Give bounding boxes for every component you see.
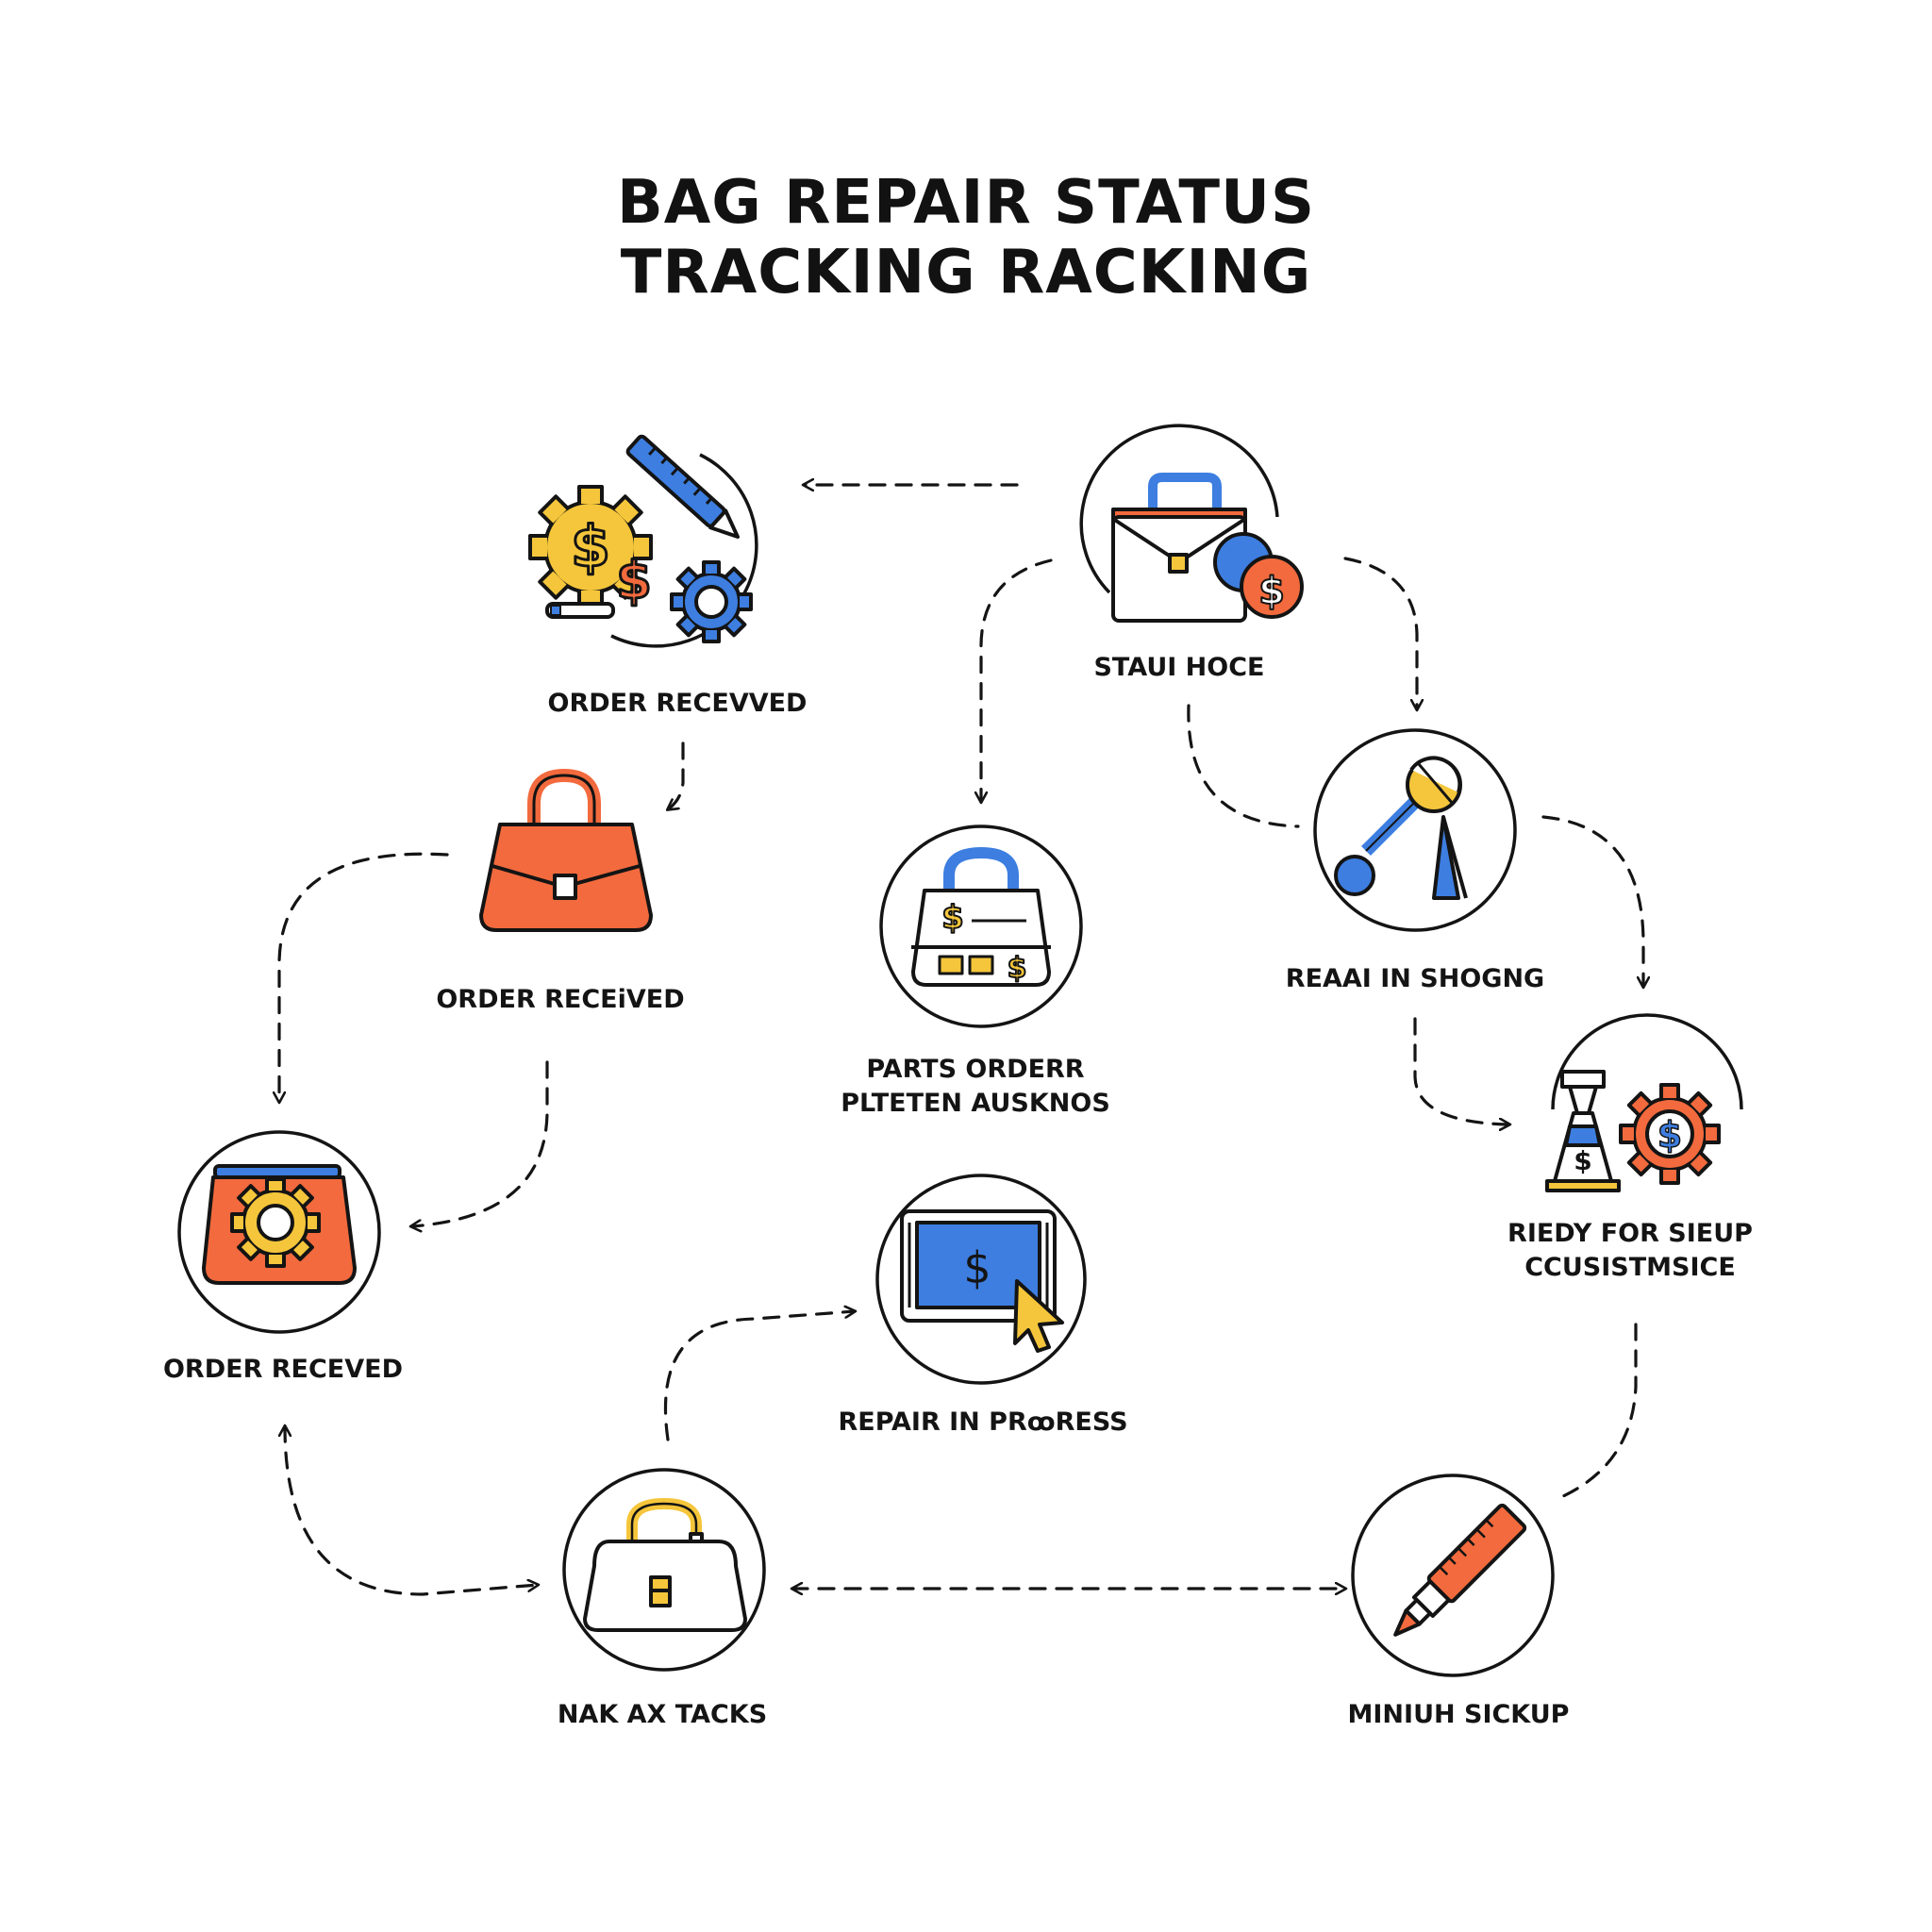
node-ring xyxy=(875,1174,1087,1385)
node-label-screen-dollar: REPAIR IN PRꝏRESS xyxy=(700,1406,1266,1440)
briefcase-coin-icon: $ xyxy=(1111,473,1304,623)
connector-handbag-to-gearbag xyxy=(279,852,449,1102)
label-line: ORDER RECEVED xyxy=(162,1355,404,1384)
orange-handbag-icon xyxy=(479,769,653,932)
node-key-magnifier xyxy=(1313,728,1517,932)
cone-gear-dollar-icon: $ $ xyxy=(1545,1070,1721,1192)
svg-text:$: $ xyxy=(1574,1145,1591,1176)
node-label-gear-bag: ORDER RECEVED xyxy=(0,1353,566,1387)
connector-label-to-keytag xyxy=(1187,704,1300,828)
glue-tube-icon xyxy=(1393,1503,1527,1637)
node-cone-gear: $ $ xyxy=(1545,1013,1743,1192)
connector-gearbag-to-whitebag xyxy=(285,1426,538,1596)
node-label-orange-handbag: ORDER RECEiVED xyxy=(277,983,843,1017)
label-line: REPAIR IN PRꝏRESS xyxy=(838,1407,1128,1437)
node-ring xyxy=(562,1468,766,1672)
node-orange-handbag xyxy=(479,769,653,932)
node-briefcase-coin: $ xyxy=(1079,424,1304,623)
label-line: ORDER RECEiVED xyxy=(436,985,685,1014)
node-screen-dollar: $ xyxy=(875,1174,1087,1385)
node-white-handbag xyxy=(562,1468,766,1672)
node-ring xyxy=(879,824,1083,1028)
node-label-briefcase-coin: STAUI HOCE xyxy=(896,651,1462,685)
connector-briefcase-to-register xyxy=(981,558,1053,802)
svg-text:$: $ xyxy=(1258,570,1285,613)
svg-text:$: $ xyxy=(941,899,964,937)
svg-text:$: $ xyxy=(571,514,610,580)
svg-text:$: $ xyxy=(1657,1114,1682,1156)
node-ring xyxy=(1079,424,1279,594)
key-tag-icon xyxy=(1334,756,1468,900)
label-line: NAK AX TACKS xyxy=(557,1700,768,1729)
node-label-key-magnifier: REAAI IN SHOGNG xyxy=(1132,962,1698,996)
label-line: MINIUH SICKUP xyxy=(1347,1700,1570,1729)
label-line: PLTETEN AUSKNOS xyxy=(841,1089,1110,1118)
cash-register-bag-icon: $ $ xyxy=(911,847,1051,987)
label-line: REAAI IN SHOGNG xyxy=(1285,964,1545,993)
node-gear-bag xyxy=(177,1130,381,1334)
node-label-register-bag: PARTS ORDERR PLTETEN AUSKNOS xyxy=(692,1053,1258,1121)
connector-order-to-handbag xyxy=(668,741,685,809)
gear-dollar-ruler-icon: $ $ xyxy=(528,434,753,643)
connector-label-to-gearbag xyxy=(411,1060,549,1226)
node-glue-tube xyxy=(1351,1474,1555,1677)
connector-cone-to-glue xyxy=(1553,1323,1638,1502)
node-label-glue-tube: MINIUH SICKUP xyxy=(1175,1698,1741,1732)
connector-briefcase-to-keytag xyxy=(1343,557,1417,709)
connector-keytag-to-cone xyxy=(1541,815,1643,987)
node-label-tools-dollar-gear: ORDER RECEVVED xyxy=(394,687,960,721)
node-ring xyxy=(1551,1013,1743,1110)
diagram-title-line-1: BAG REPAIR STATUS xyxy=(616,168,1316,238)
label-line: ORDER RECEVVED xyxy=(547,689,808,718)
connector-keylabel-to-cone xyxy=(1413,1017,1509,1124)
label-line: PARTS ORDERR xyxy=(866,1055,1085,1084)
node-label-cone-gear: RIEDY FOR SIEUP CCUSISTMSICE xyxy=(1347,1217,1913,1285)
connector-whitebag-to-screen xyxy=(663,1311,855,1441)
node-ring xyxy=(610,453,758,648)
gear-bag-icon xyxy=(202,1164,357,1285)
diagram-title-line-2: TRACKING RACKING xyxy=(620,238,1312,308)
node-ring xyxy=(1313,728,1517,932)
node-tools-dollar-gear: $ $ xyxy=(528,434,758,648)
node-register-bag: $ $ xyxy=(879,824,1083,1028)
node-label-white-handbag: NAK AX TACKS xyxy=(379,1698,945,1732)
screen-dollar-cursor-icon: $ xyxy=(900,1209,1064,1353)
label-line: RIEDY FOR SIEUP xyxy=(1507,1219,1753,1248)
node-ring xyxy=(1351,1474,1555,1677)
label-line: CCUSISTMSICE xyxy=(1524,1253,1736,1282)
svg-text:$: $ xyxy=(963,1242,991,1293)
label-line: STAUI HOCE xyxy=(1093,653,1265,682)
connectors xyxy=(279,485,1643,1596)
node-ring xyxy=(177,1130,381,1334)
white-handbag-icon xyxy=(583,1498,747,1632)
svg-text:$: $ xyxy=(616,551,652,610)
svg-text:$: $ xyxy=(1008,952,1027,985)
